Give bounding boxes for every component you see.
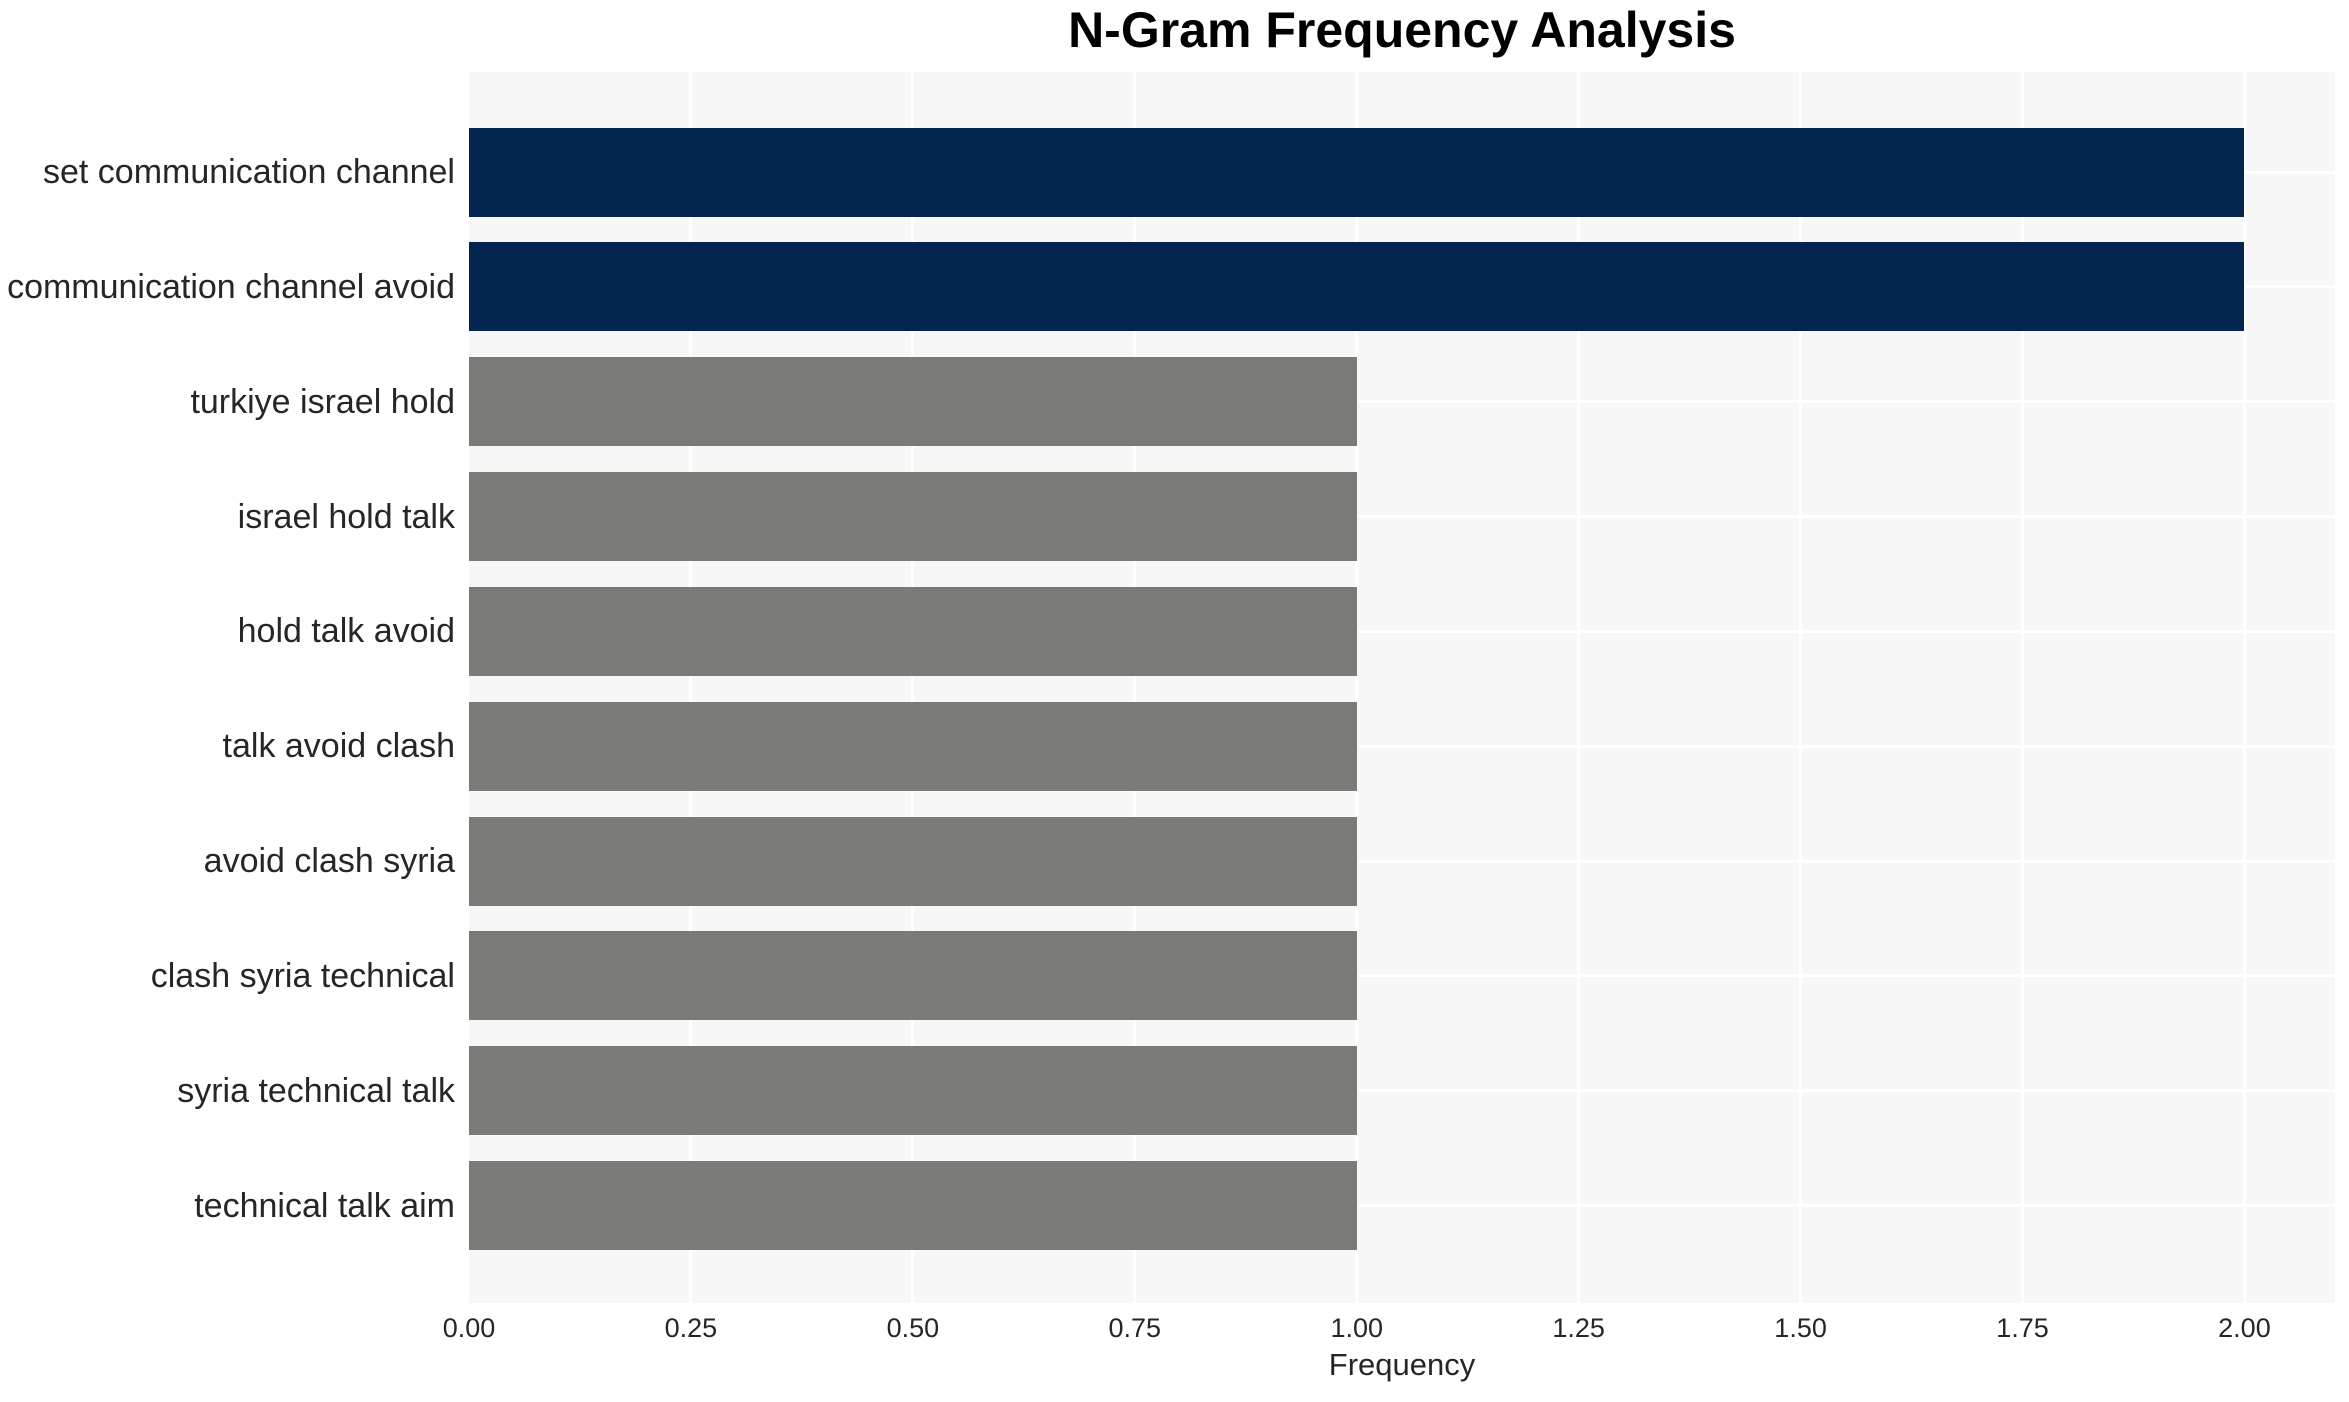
- y-tick-label: israel hold talk: [237, 497, 455, 536]
- x-tick-label: 1.50: [1774, 1313, 1827, 1343]
- vertical-gridline: [1355, 72, 1359, 1303]
- x-tick-label: 0.50: [886, 1313, 940, 1343]
- bar: [469, 1046, 1357, 1136]
- vertical-gridline: [911, 72, 915, 1303]
- horizontal-gridline: [469, 974, 2335, 978]
- x-tick-label: 0.00: [442, 1313, 496, 1343]
- horizontal-gridline: [469, 629, 2335, 633]
- horizontal-gridline: [469, 515, 2335, 519]
- x-tick-label: 0.25: [664, 1313, 718, 1343]
- y-tick-label: syria technical talk: [177, 1071, 455, 1110]
- horizontal-gridline: [469, 1204, 2335, 1208]
- vertical-gridline: [2242, 72, 2246, 1303]
- bar: [469, 931, 1357, 1021]
- bar: [469, 586, 1357, 676]
- y-tick-label: turkiye israel hold: [190, 382, 455, 421]
- horizontal-gridline: [469, 744, 2335, 748]
- bar: [469, 127, 2245, 217]
- bar: [469, 472, 1357, 562]
- x-tick-label: 1.75: [1996, 1313, 2049, 1343]
- y-tick-label: communication channel avoid: [7, 267, 455, 306]
- horizontal-gridline: [469, 859, 2335, 863]
- vertical-gridline: [1799, 72, 1803, 1303]
- y-tick-label: avoid clash syria: [203, 842, 455, 881]
- vertical-gridline: [689, 72, 693, 1303]
- y-tick-label: hold talk avoid: [237, 612, 455, 651]
- y-tick-label: talk avoid clash: [222, 727, 455, 766]
- x-axis-label: Frequency: [1328, 1347, 1476, 1382]
- bar: [469, 242, 2245, 332]
- x-tick-label: 2.00: [2218, 1313, 2271, 1343]
- y-tick-label: clash syria technical: [150, 956, 455, 995]
- y-tick-label: technical talk aim: [194, 1186, 455, 1225]
- chart-title: N-Gram Frequency Analysis: [1068, 2, 1736, 58]
- bar: [469, 816, 1357, 906]
- plot-area: [469, 72, 2335, 1303]
- vertical-gridline: [2021, 72, 2025, 1303]
- bar: [469, 1161, 1357, 1251]
- horizontal-gridline: [469, 400, 2335, 404]
- x-tick-label: 1.00: [1330, 1313, 1383, 1343]
- x-tick-label: 0.75: [1108, 1313, 1162, 1343]
- x-tick-label: 1.25: [1552, 1313, 1605, 1343]
- bar: [469, 357, 1357, 447]
- vertical-gridline: [1133, 72, 1137, 1303]
- vertical-gridline: [1577, 72, 1581, 1303]
- bar: [469, 701, 1357, 791]
- horizontal-gridline: [469, 1089, 2335, 1093]
- y-tick-label: set communication channel: [42, 153, 455, 191]
